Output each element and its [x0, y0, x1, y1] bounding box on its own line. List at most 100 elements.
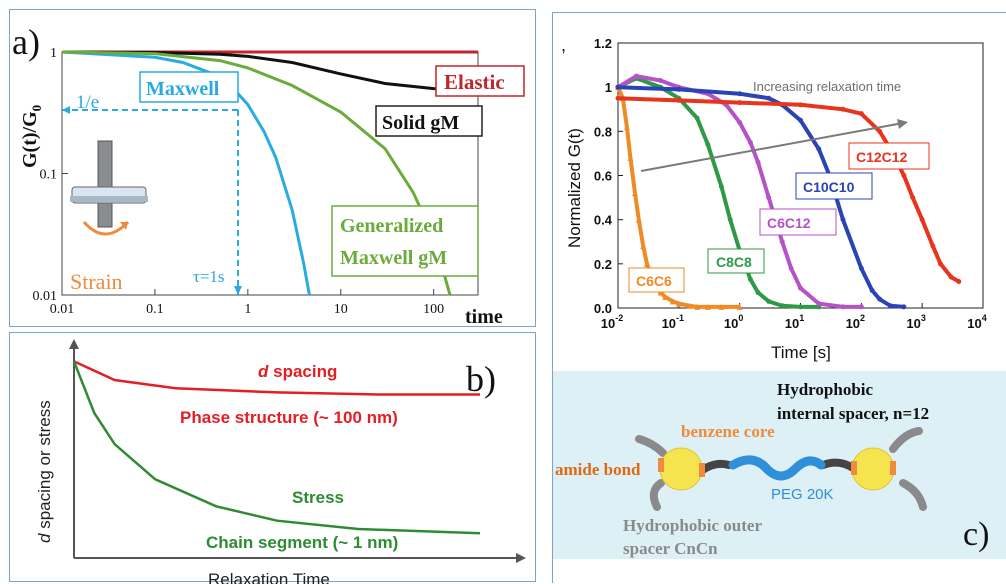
point-c6c12: [798, 285, 803, 291]
c-y-tick-label: 1: [605, 80, 612, 95]
label-generalized-1: Generalized: [340, 215, 443, 237]
point-c8c8: [705, 142, 711, 148]
point-c6c6: [669, 298, 676, 305]
c-x-tick-label: 101: [785, 313, 804, 331]
c-y-tick-label: 1.2: [594, 36, 612, 51]
a-x-tick-label: 0.01: [50, 302, 75, 317]
panel-b-xlabel: Relaxation Time: [208, 570, 330, 584]
label-outer-2: spacer CnCn: [623, 539, 718, 558]
strain-icon: [70, 140, 148, 236]
point-c6c6: [686, 302, 693, 309]
point-c8c8: [798, 304, 803, 310]
label-hydrophobic-1: Hydrophobic: [777, 380, 874, 399]
label-c8c8: C8C8: [716, 254, 752, 270]
label-maxwell: Maxwell: [146, 78, 220, 100]
label-d-spacing: d spacing: [258, 362, 337, 381]
panel-a-xlabel: time: [465, 306, 503, 328]
label-phase-structure: Phase structure (~ 100 nm): [180, 408, 398, 427]
panel-b-chart: d spacing or stress Relaxation Time b) d…: [35, 339, 526, 584]
c-xlabel: Time [s]: [771, 343, 831, 362]
c-x-tick-label: 103: [906, 313, 925, 331]
a-x-tick-label: 100: [423, 302, 444, 317]
maxwell-box: [139, 71, 239, 103]
panel-a-ylabel: G(t)/G0: [19, 105, 44, 168]
point-c12c12: [956, 279, 962, 284]
point-c6c12: [737, 120, 743, 125]
increasing-label: Increasing relaxation time: [753, 79, 901, 94]
label-chain-segment: Chain segment (~ 1 nm): [206, 533, 398, 552]
panel-right: 1.2 1 0.8 0.6 0.4 0.2 0.0 10-2 10-1 100 101 102 103…: [552, 12, 1006, 583]
label-solid: Solid gM: [382, 112, 459, 134]
point-c6c6: [718, 303, 725, 310]
point-c8c8: [766, 298, 772, 304]
c-y-tick-label: 0.4: [594, 213, 613, 228]
tau-arrow: [234, 286, 242, 295]
point-c6c6: [657, 289, 664, 296]
label-elastic: Elastic: [444, 70, 505, 94]
box-c6c12: [759, 208, 837, 236]
point-c10c10: [869, 287, 875, 293]
c-y-tick-label: 0.8: [594, 124, 612, 139]
point-c6c6: [627, 154, 634, 161]
c-ylabel: Normalized G(t): [565, 128, 584, 248]
point-c12c12: [948, 274, 954, 280]
molecule-diagram: [635, 427, 927, 511]
maxwell-curve: [61, 50, 311, 296]
series-c6c12-line: [616, 73, 862, 309]
label-amide: amide bond: [555, 460, 641, 479]
point-c6c6: [644, 260, 651, 267]
panel-b-letter: b): [466, 359, 496, 399]
box-c12c12: [848, 142, 930, 170]
label-c12c12: C12C12: [856, 149, 908, 165]
c-x-tick-label: 104: [967, 313, 986, 331]
a-y-tick-label: 1: [50, 46, 57, 61]
box-c8c8: [707, 248, 765, 274]
point-c12c12: [919, 217, 925, 223]
b-y-arrow: [69, 339, 79, 349]
point-c10c10: [877, 296, 883, 302]
point-c10c10: [766, 95, 772, 101]
point-c8c8: [747, 276, 753, 282]
one-over-e-arrow: [62, 106, 70, 114]
point-c10c10: [901, 304, 907, 310]
a-y-tick-label: 0.1: [40, 168, 58, 183]
increasing-arrowhead: [897, 119, 908, 129]
point-c6c6: [675, 300, 682, 307]
point-c6c12: [747, 139, 753, 145]
panel-c-chart: 1.2 1 0.8 0.6 0.4 0.2 0.0 10-2 10-1 100 101 102 103…: [553, 35, 1006, 559]
panel-b: d spacing or stress Relaxation Time b) d…: [9, 332, 536, 584]
point-c6c6: [736, 303, 743, 310]
c-y-tick-label: 0.6: [594, 169, 612, 184]
point-c10c10: [737, 91, 743, 97]
point-c6c12: [816, 301, 822, 307]
label-1e: 1/e: [76, 92, 99, 113]
box-c10c10: [795, 172, 873, 200]
point-c12c12: [840, 106, 846, 112]
a-x-tick-label: 0.1: [146, 302, 164, 317]
c-x-tick-label: 102: [846, 313, 865, 331]
point-c12c12: [676, 97, 682, 103]
point-c12c12: [877, 128, 883, 134]
label-c6c6: C6C6: [636, 273, 672, 289]
elastic-box: [435, 65, 525, 97]
label-strain: Strain: [70, 269, 123, 294]
point-c12c12: [858, 111, 864, 117]
point-c6c12: [788, 265, 794, 271]
point-c8c8: [718, 184, 724, 190]
point-c10c10: [858, 265, 864, 271]
point-c12c12: [901, 173, 907, 178]
point-c8c8: [694, 115, 700, 121]
label-hydrophobic-2: internal spacer, n=12: [777, 404, 929, 423]
increasing-arrow: [640, 122, 904, 172]
c-x-tick-label: 10-1: [662, 313, 684, 331]
b-x-arrow: [516, 553, 526, 563]
label-peg: PEG 20K: [771, 486, 834, 503]
a-x-tick-label: 1: [244, 302, 251, 317]
point-c8c8: [727, 217, 733, 223]
point-c6c6: [623, 123, 630, 130]
label-tau: τ=1s: [193, 267, 225, 286]
point-c6c6: [635, 216, 642, 223]
panel-a-chart: 0.01 0.1 1 10 100 1 0.1 0.01 a) G(t)/G0 time 1…: [12, 22, 525, 328]
point-c10c10: [676, 86, 682, 92]
point-c8c8: [779, 303, 785, 309]
